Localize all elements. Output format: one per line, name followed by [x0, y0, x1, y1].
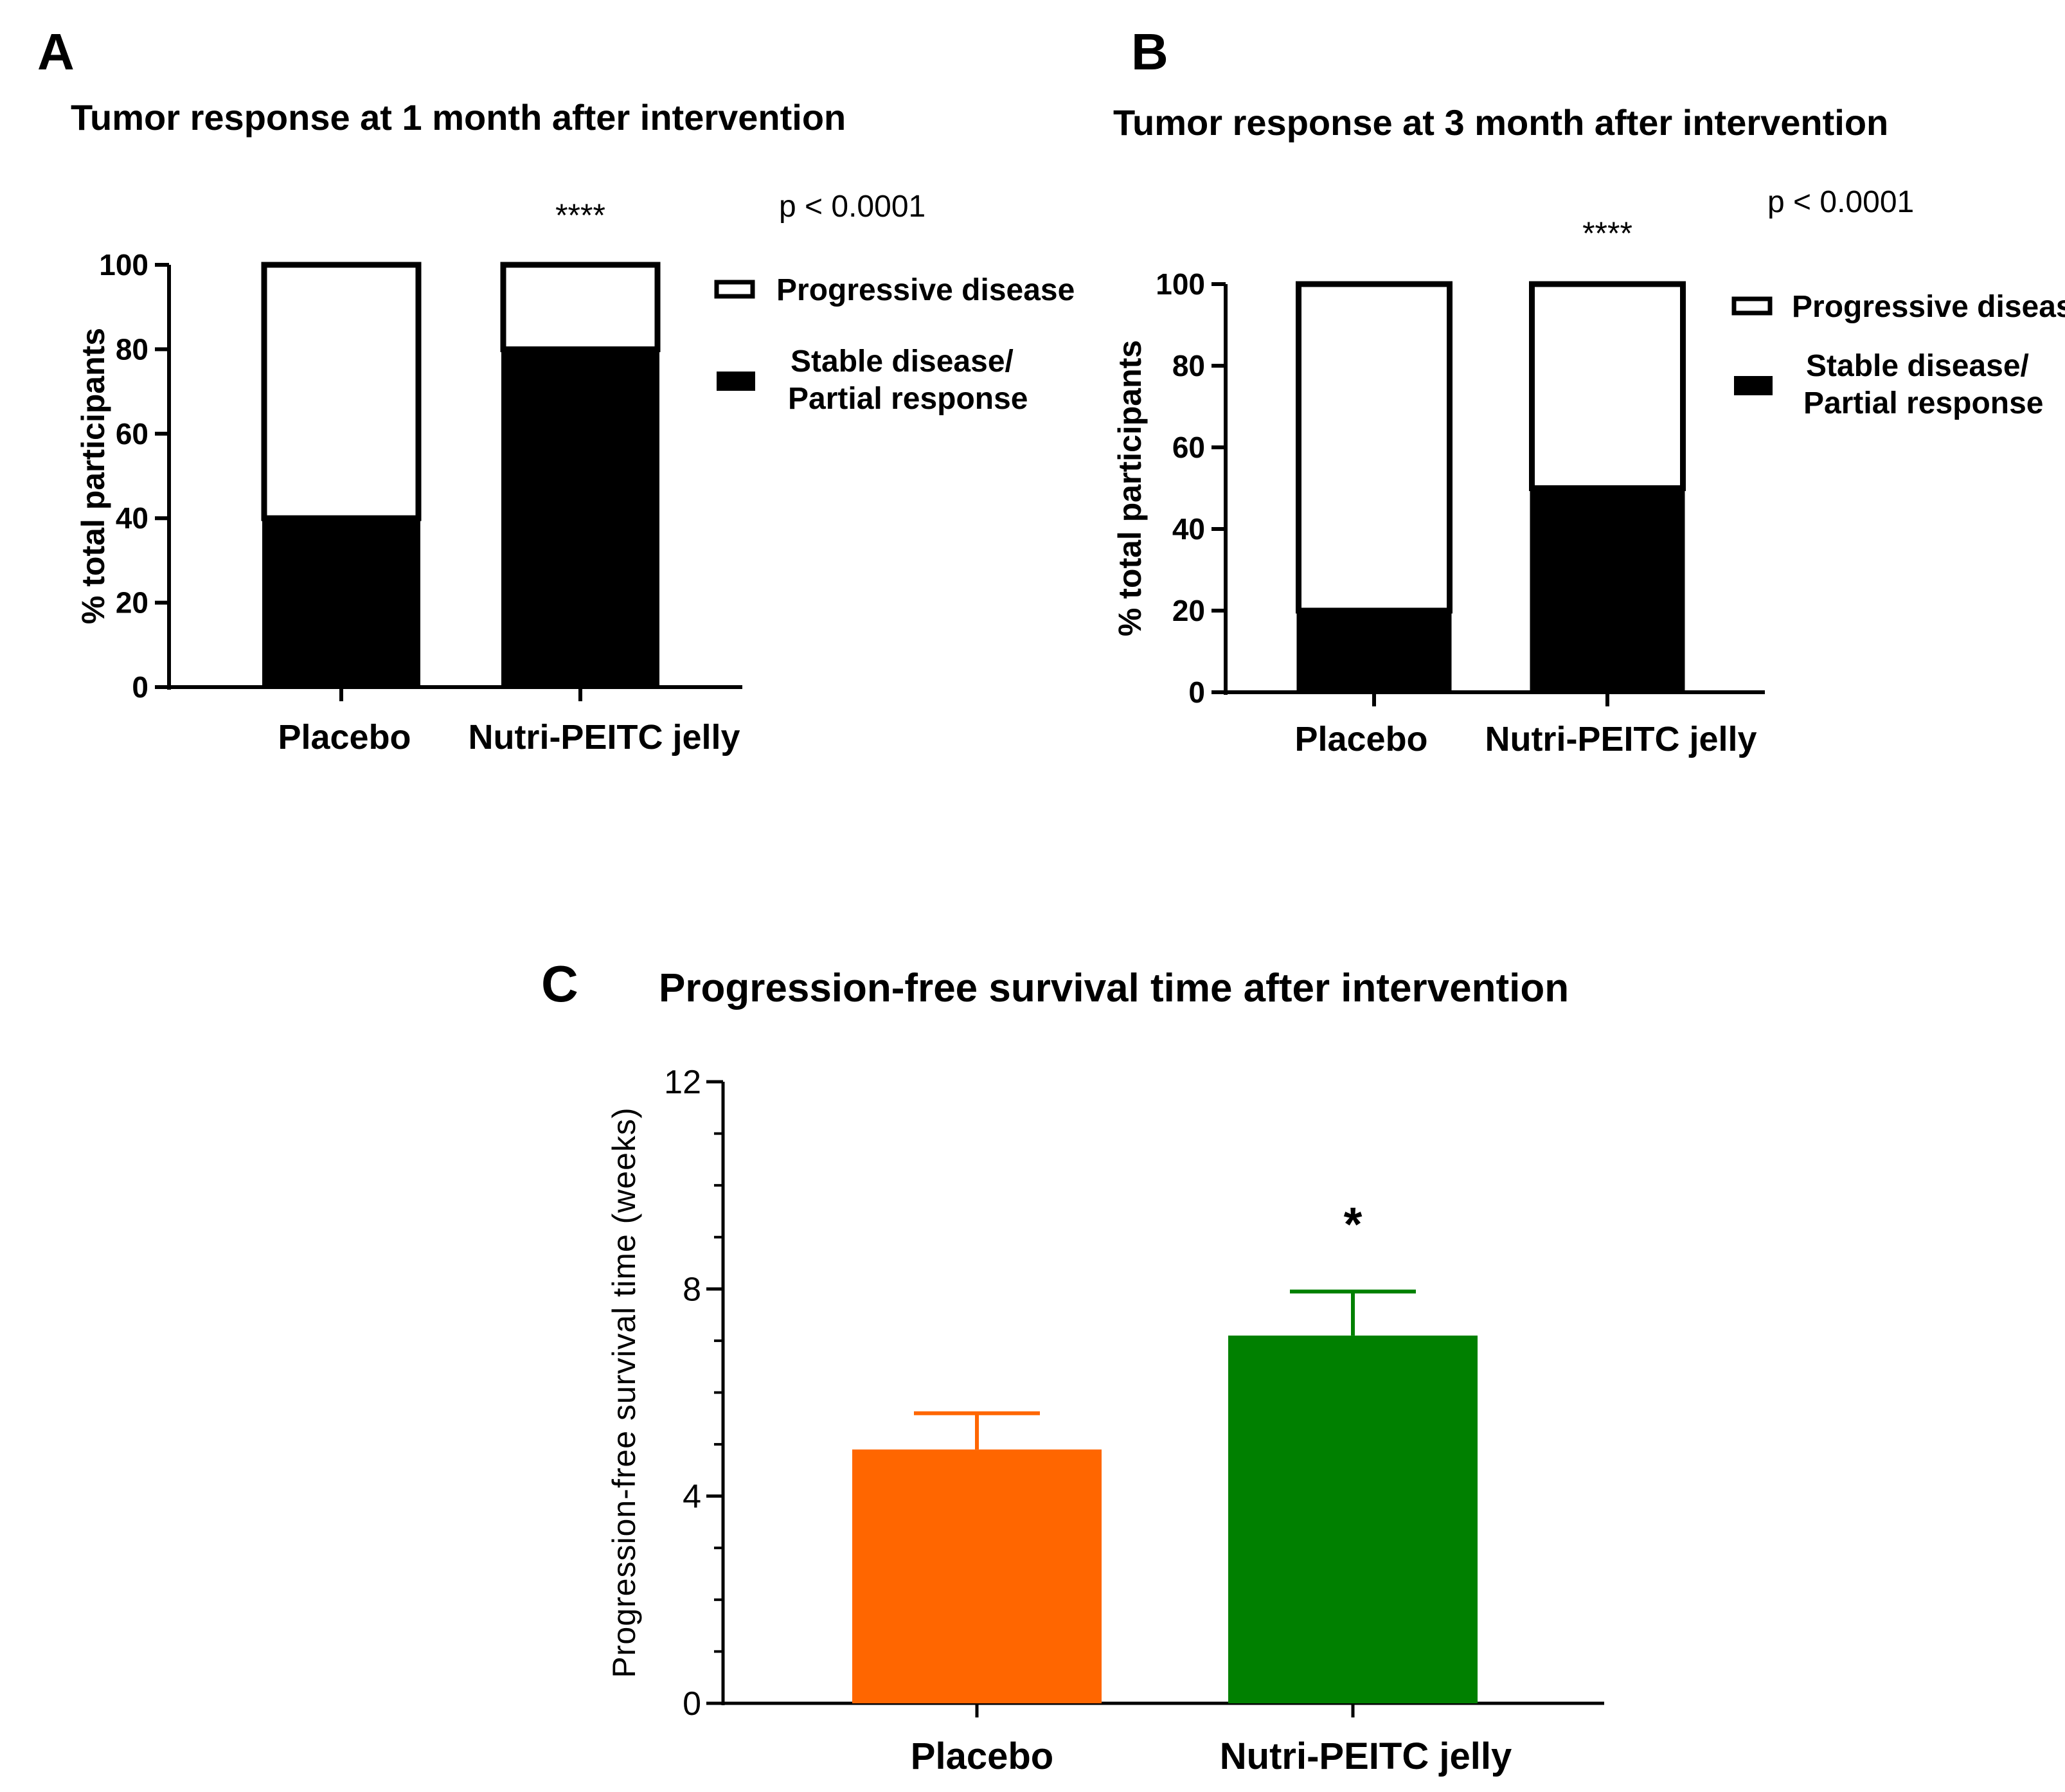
x-tick-label: Nutri-PEITC jelly: [1485, 720, 1757, 758]
p-value-label: p < 0.0001: [779, 190, 925, 224]
bar-progressive-disease: [1296, 281, 1453, 614]
chart-title: Tumor response at 1 month after interven…: [71, 97, 846, 138]
y-tick-label: 0: [132, 670, 148, 704]
panel-a-letter: A: [37, 23, 75, 80]
panel-b-letter: B: [1131, 23, 1168, 80]
x-tick-label: Placebo: [911, 1735, 1053, 1777]
significance-marker: *: [1344, 1197, 1363, 1251]
y-tick-label: 100: [99, 248, 148, 282]
x-tick-label: Placebo: [278, 718, 411, 757]
x-tick-label: Nutri-PEITC jelly: [468, 718, 740, 757]
chart-title: Tumor response at 3 month after interven…: [1113, 102, 1888, 143]
y-tick-label: 60: [116, 417, 148, 451]
significance-marker: ****: [555, 197, 605, 233]
legend-swatch-progressive: [1731, 296, 1773, 316]
chart-c: Progression-free survival time after int…: [606, 966, 1604, 1777]
y-tick-label: 20: [1172, 594, 1205, 627]
panel-c-letter: C: [541, 955, 578, 1012]
significance-marker: ****: [1582, 215, 1632, 251]
x-tick-label: Placebo: [1294, 720, 1427, 758]
y-axis-label: % total participants: [1112, 340, 1148, 636]
y-tick-label: 20: [116, 586, 148, 620]
bar-stable-disease: [262, 516, 420, 689]
y-tick-label: 80: [1172, 349, 1205, 382]
bar-stable-disease: [1530, 486, 1685, 694]
bar-progressive-disease: [500, 262, 661, 352]
legend-label-stable-line2: Partial response: [1803, 386, 2044, 420]
legend-label-stable-line2: Partial response: [788, 382, 1028, 416]
bar: [852, 1449, 1102, 1703]
y-tick-label: 0: [1188, 676, 1205, 709]
legend-label-progressive: Progressive disease: [776, 273, 1075, 307]
y-tick-label: 60: [1172, 431, 1205, 464]
y-tick-label: 80: [116, 332, 148, 366]
legend-label-progressive: Progressive disease: [1792, 290, 2065, 324]
chart-title: Progression-free survival time after int…: [659, 966, 1569, 1010]
bar-stable-disease: [501, 347, 659, 689]
y-axis-label: Progression-free survival time (weeks): [606, 1107, 642, 1678]
y-tick-label: 4: [683, 1478, 701, 1516]
legend-swatch-stable: [717, 372, 755, 391]
bar: [1228, 1335, 1478, 1703]
chart-a: Tumor response at 1 month after interven…: [71, 97, 1075, 757]
legend-label-stable-line1: Stable disease/: [1806, 349, 2029, 383]
bar-progressive-disease: [1529, 281, 1686, 491]
x-tick-label: Nutri-PEITC jelly: [1220, 1735, 1512, 1777]
y-tick-label: 12: [664, 1064, 701, 1101]
bar-stable-disease: [1296, 609, 1452, 694]
y-tick-label: 40: [1172, 512, 1205, 546]
legend-swatch-stable: [1734, 376, 1773, 395]
legend-label-stable-line1: Stable disease/: [791, 345, 1014, 379]
bar-progressive-disease: [261, 262, 422, 521]
y-tick-label: 40: [116, 501, 148, 535]
chart-b: Tumor response at 3 month after interven…: [1112, 102, 2065, 758]
y-tick-label: 8: [683, 1271, 701, 1308]
legend-swatch-progressive: [714, 280, 755, 299]
y-tick-label: 0: [683, 1685, 701, 1723]
y-axis-label: % total participants: [75, 328, 111, 624]
y-tick-label: 100: [1156, 267, 1205, 301]
p-value-label: p < 0.0001: [1767, 185, 1914, 219]
